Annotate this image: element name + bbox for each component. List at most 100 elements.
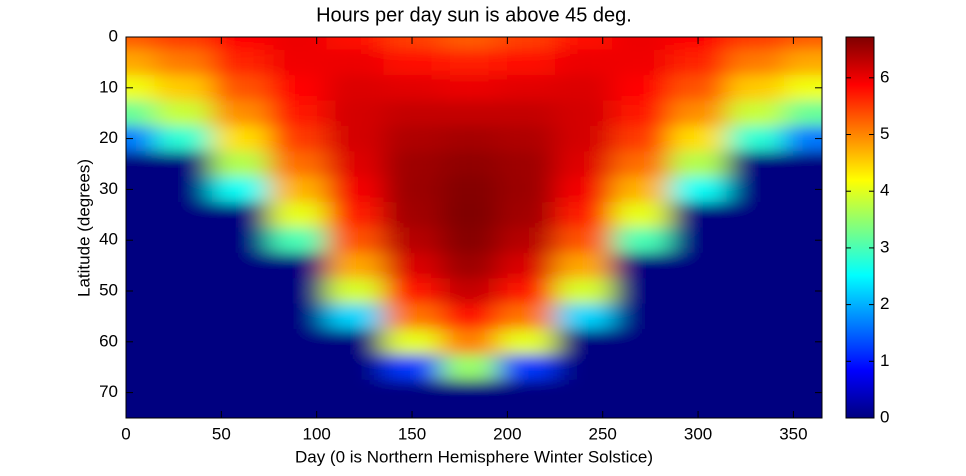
heat-cell: [326, 100, 384, 127]
heat-cell: [383, 202, 442, 228]
heat-cell: [612, 37, 670, 51]
y-tick-label: 10: [99, 77, 118, 96]
heat-cell: [726, 100, 785, 127]
heat-cell: [726, 278, 785, 305]
heat-cell: [211, 354, 270, 381]
heat-cell: [726, 379, 785, 406]
heat-cell: [783, 49, 822, 76]
x-tick-label: 350: [779, 424, 807, 443]
heat-cell: [126, 37, 156, 51]
heat-cell: [497, 49, 556, 76]
colorbar-tick-label: 6: [880, 67, 889, 86]
heat-cell: [211, 252, 270, 279]
heat-cell: [612, 278, 670, 305]
heat-cell: [669, 252, 728, 279]
heat-cell: [497, 278, 556, 305]
heat-cell: [440, 354, 499, 381]
heat-cell: [726, 75, 785, 101]
heat-cell: [326, 151, 384, 178]
heat-cell: [612, 151, 670, 178]
heat-cell: [154, 303, 213, 330]
heat-cell: [383, 100, 442, 127]
y-tick-label: 0: [109, 26, 118, 45]
heat-cell: [269, 252, 327, 279]
y-axis-label: Latitude (degrees): [74, 159, 93, 297]
heat-cell: [497, 202, 556, 228]
x-tick-label: 300: [684, 424, 712, 443]
heat-cell: [211, 151, 270, 178]
heat-cell: [555, 405, 613, 418]
heat-cell: [497, 125, 556, 152]
heatmap-cells: [126, 37, 822, 418]
heat-cell: [497, 100, 556, 127]
heat-cell: [497, 176, 556, 203]
heat-cell: [440, 252, 499, 279]
heat-cell: [669, 379, 728, 406]
heat-cell: [669, 278, 728, 305]
heat-cell: [126, 354, 156, 381]
heat-cell: [154, 405, 213, 418]
heat-cell: [783, 151, 822, 178]
heat-cell: [612, 227, 670, 254]
heat-cell: [326, 252, 384, 279]
heat-cell: [211, 100, 270, 127]
heat-cell: [269, 75, 327, 101]
heat-cell: [326, 278, 384, 305]
heat-cell: [726, 176, 785, 203]
heat-cell: [269, 303, 327, 330]
heat-cell: [154, 100, 213, 127]
heat-cell: [440, 125, 499, 152]
heat-cell: [211, 278, 270, 305]
heat-cell: [326, 75, 384, 101]
heat-cell: [383, 176, 442, 203]
heat-cell: [211, 176, 270, 203]
heat-cell: [269, 125, 327, 152]
colorbar: [845, 36, 875, 419]
heat-cell: [154, 278, 213, 305]
heat-cell: [126, 303, 156, 330]
heat-cell: [555, 379, 613, 406]
heat-cell: [211, 227, 270, 254]
heat-cell: [783, 354, 822, 381]
heat-cell: [726, 49, 785, 76]
heat-cell: [383, 49, 442, 76]
heat-cell: [440, 37, 499, 51]
colorbar-tick-label: 2: [880, 294, 889, 313]
heat-cell: [669, 329, 728, 355]
heat-cell: [154, 329, 213, 355]
heat-cell: [383, 227, 442, 254]
heat-cell: [726, 252, 785, 279]
heat-cell: [497, 329, 556, 355]
colorbar-tick-label: 3: [880, 237, 889, 256]
heat-cell: [612, 379, 670, 406]
heat-cell: [612, 176, 670, 203]
heat-cell: [269, 379, 327, 406]
heat-cell: [783, 202, 822, 228]
heat-cell: [783, 100, 822, 127]
heat-cell: [726, 151, 785, 178]
chart-title: Hours per day sun is above 45 deg.: [316, 4, 632, 26]
heat-cell: [326, 49, 384, 76]
heat-cell: [555, 75, 613, 101]
heat-cell: [326, 405, 384, 418]
heat-cell: [383, 329, 442, 355]
heat-cell: [555, 303, 613, 330]
heat-cell: [497, 405, 556, 418]
heat-cell: [211, 379, 270, 406]
colorbar-tick-label: 5: [880, 124, 889, 143]
plot-frame: [125, 36, 823, 419]
heat-cell: [555, 329, 613, 355]
heat-cell: [726, 405, 785, 418]
heat-cell: [555, 176, 613, 203]
heat-cell: [440, 303, 499, 330]
heat-cell: [269, 405, 327, 418]
heat-cell: [726, 125, 785, 152]
heat-cell: [154, 176, 213, 203]
heat-cell: [383, 354, 442, 381]
heat-cell: [726, 202, 785, 228]
heat-cell: [269, 202, 327, 228]
heat-cell: [154, 227, 213, 254]
heat-cell: [440, 379, 499, 406]
heat-cell: [612, 405, 670, 418]
